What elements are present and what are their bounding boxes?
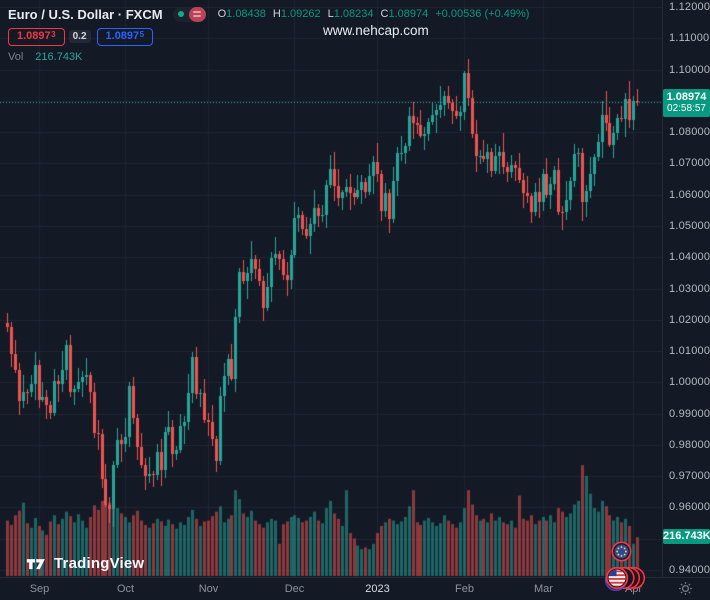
last-price-badge: 1.08974 02:58:57 (663, 88, 710, 117)
market-status-toggle[interactable] (172, 6, 206, 22)
gear-icon[interactable] (678, 581, 698, 598)
spread-value: 0.2 (68, 30, 91, 43)
price-tick-label: 1.01000 (669, 345, 710, 358)
price-tick-label: 1.10000 (669, 63, 710, 76)
time-tick-label: Mar (534, 583, 553, 595)
volume-axis-badge: 216.743K (663, 529, 710, 545)
price-tick-label: 1.00000 (669, 376, 710, 389)
price-tick-label: 0.99000 (669, 407, 710, 420)
symbol-title[interactable]: Euro / U.S. Dollar · FXCM (8, 6, 163, 22)
price-tick-label: 1.11000 (669, 32, 710, 45)
open-value: 1.08438 (226, 8, 266, 20)
price-tick-label: 1.03000 (669, 282, 710, 295)
volume-label: Vol (8, 51, 24, 63)
low-label: L (327, 8, 334, 20)
low-value: 1.08234 (333, 8, 374, 20)
tradingview-logo[interactable]: TradingView (26, 555, 144, 572)
time-axis[interactable]: SepOctNovDec2023FebMarApr (0, 577, 710, 600)
high-label: H (272, 8, 281, 20)
eu-flag-event-icon[interactable] (610, 540, 633, 563)
price-tick-label: 1.07000 (669, 157, 710, 170)
time-tick-label: Oct (116, 583, 135, 595)
price-tick-label: 1.06000 (669, 188, 710, 201)
close-value: 1.08974 (388, 8, 429, 20)
price-tick-label: 0.96000 (669, 501, 710, 514)
buy-price-sup: 5 (139, 29, 145, 39)
watermark-text: www.nehcap.com (323, 23, 429, 38)
sell-price-sup: 3 (51, 29, 56, 39)
last-price-value: 1.08974 (666, 90, 707, 103)
bar-countdown: 02:58:57 (667, 102, 706, 114)
price-tick-label: 1.12000 (669, 1, 710, 13)
time-tick-label: 2023 (365, 583, 390, 595)
buy-price-button[interactable]: 1.0897 5 (96, 27, 154, 46)
price-tick-label: 0.98000 (669, 438, 710, 451)
close-label: C (380, 8, 389, 20)
high-value: 1.09262 (280, 8, 321, 20)
time-tick-label: Dec (284, 583, 305, 595)
price-tick-label: 1.05000 (669, 219, 710, 232)
time-tick-label: Sep (29, 583, 50, 595)
buy-price: 1.0897 (105, 29, 140, 42)
time-tick-label: Feb (455, 583, 474, 595)
volume-value: 216.743K (35, 51, 83, 63)
price-tick-label: 1.08000 (669, 126, 710, 139)
open-label: O (217, 8, 227, 20)
time-tick-label: Nov (198, 583, 219, 595)
price-tick-label: 1.04000 (669, 251, 710, 264)
tradingview-logo-text: TradingView (54, 555, 145, 572)
chart-legend: Euro / U.S. Dollar · FXCM O1.08438 H1.09… (8, 5, 529, 63)
ohlc-readout: O1.08438 H1.09262 L1.08234 C1.08974 +0.0… (218, 8, 530, 20)
sell-price: 1.0897 (17, 29, 51, 42)
change-value: +0.00536 (+0.49%) (435, 8, 530, 20)
price-tick-label: 0.94000 (669, 564, 710, 576)
market-status-lines-icon (188, 6, 206, 22)
price-axis[interactable]: 1.120001.110001.100001.090001.080001.070… (662, 0, 710, 577)
us-flag-event-icon[interactable] (603, 566, 649, 591)
price-tick-label: 0.97000 (669, 470, 710, 483)
volume-indicator-legend[interactable]: Vol 216.743K (8, 51, 529, 63)
sell-price-button[interactable]: 1.0897 3 (8, 27, 65, 46)
chart-pane[interactable] (0, 0, 662, 577)
tradingview-mark-icon (26, 558, 45, 569)
market-open-dot-icon (177, 11, 184, 17)
price-tick-label: 1.02000 (669, 313, 710, 326)
